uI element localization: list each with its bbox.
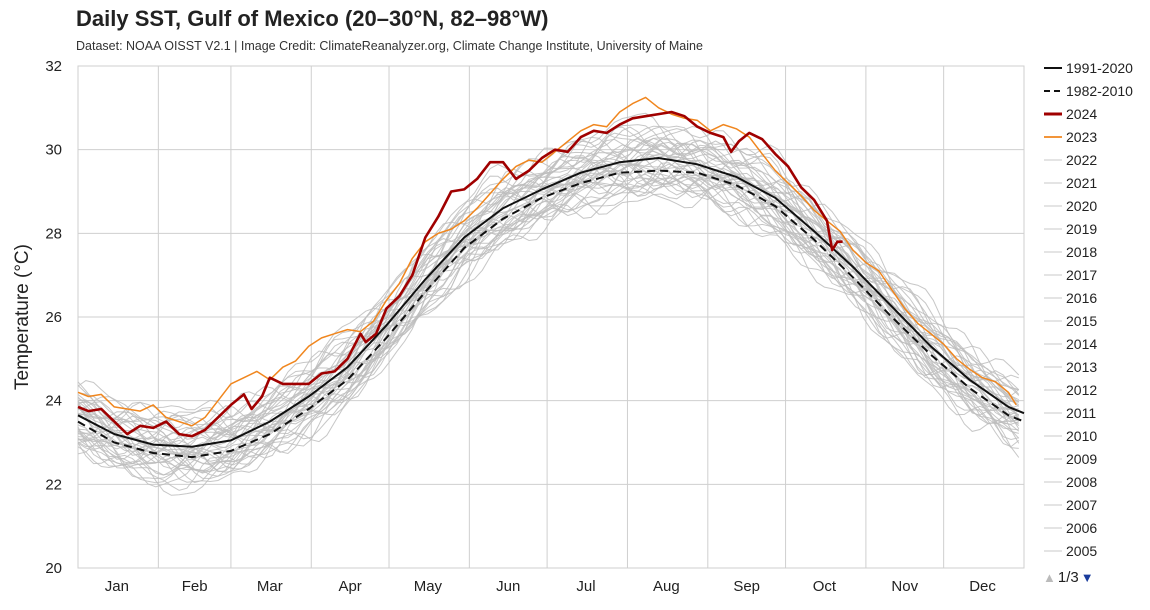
climatology-line-1991-2020 [77, 156, 1025, 448]
series-line-2023 [77, 96, 1017, 427]
y-axis-label: Temperature (°C) [12, 244, 33, 390]
legend-label-2009: 2009 [1066, 451, 1097, 467]
chart-title: Daily SST, Gulf of Mexico (20–30°N, 82–9… [76, 6, 549, 31]
year-line-1987 [77, 155, 1020, 469]
year-line-1988 [77, 162, 1019, 480]
legend-label-2008: 2008 [1066, 474, 1097, 490]
page-down-icon[interactable]: ▼ [1080, 570, 1094, 585]
year-line-1985 [77, 178, 1020, 496]
year-line-1995 [77, 137, 1020, 457]
legend-label-2019: 2019 [1066, 221, 1097, 237]
x-tick-label: Jun [496, 578, 520, 595]
y-tick-label: 32 [45, 58, 62, 75]
x-tick-label: May [414, 578, 443, 595]
x-tick-label: Nov [891, 578, 918, 595]
legend-label-2018: 2018 [1066, 244, 1097, 260]
legend-label-2022: 2022 [1066, 152, 1097, 168]
x-tick-label: Feb [182, 578, 208, 595]
legend-label-2020: 2020 [1066, 198, 1097, 214]
legend-label-2015: 2015 [1066, 313, 1097, 329]
legend-label-2016: 2016 [1066, 290, 1097, 306]
legend-label-2021: 2021 [1066, 175, 1097, 191]
year-line-1983 [77, 163, 1020, 473]
x-tick-label: Jul [576, 578, 595, 595]
legend-label-2010: 2010 [1066, 428, 1097, 444]
legend-label-1991-2020: 1991-2020 [1066, 60, 1133, 76]
legend-label-2011: 2011 [1066, 405, 1096, 421]
legend-label-2013: 2013 [1066, 359, 1097, 375]
legend-label-2014: 2014 [1066, 336, 1097, 352]
year-line-2016 [77, 131, 1020, 441]
page-indicator: 1/3 [1057, 569, 1079, 586]
legend-label-1982-2010: 1982-2010 [1066, 83, 1133, 99]
x-tick-label: Oct [813, 578, 837, 595]
y-tick-label: 24 [45, 393, 62, 410]
legend-label-2005: 2005 [1066, 543, 1097, 559]
y-tick-label: 30 [45, 142, 62, 159]
climatology-line-1982-2010 [77, 169, 1025, 459]
x-tick-label: Sep [733, 578, 760, 595]
page-up-icon[interactable]: ▲ [1043, 570, 1056, 585]
x-tick-label: Dec [969, 578, 996, 595]
y-tick-label: 20 [45, 560, 62, 577]
x-tick-label: Mar [257, 578, 283, 595]
year-line-1982 [77, 170, 1019, 480]
year-line-1986 [77, 181, 1019, 483]
y-tick-label: 26 [45, 309, 62, 326]
legend-label-2017: 2017 [1066, 267, 1097, 283]
legend-pager: ▲ 1/3 ▼ [1043, 569, 1094, 586]
x-tick-label: Jan [105, 578, 129, 595]
y-tick-label: 28 [45, 225, 62, 242]
chart-subtitle: Dataset: NOAA OISST V2.1 | Image Credit:… [76, 39, 703, 53]
legend-label-2024: 2024 [1066, 106, 1097, 122]
series-line-2024 [77, 110, 843, 438]
year-line-1991 [77, 163, 1019, 476]
year-line-2018 [77, 125, 1019, 447]
legend-label-2012: 2012 [1066, 382, 1097, 398]
x-tick-label: Apr [338, 578, 361, 595]
legend-label-2006: 2006 [1066, 520, 1097, 536]
legend-label-2007: 2007 [1066, 497, 1097, 513]
y-tick-label: 22 [45, 476, 62, 493]
year-line-2002 [77, 138, 1020, 456]
year-line-1989 [77, 167, 1019, 477]
legend-label-2023: 2023 [1066, 129, 1097, 145]
year-line-2017 [77, 125, 1020, 440]
year-line-1998 [77, 124, 1020, 433]
x-tick-label: Aug [653, 578, 680, 595]
